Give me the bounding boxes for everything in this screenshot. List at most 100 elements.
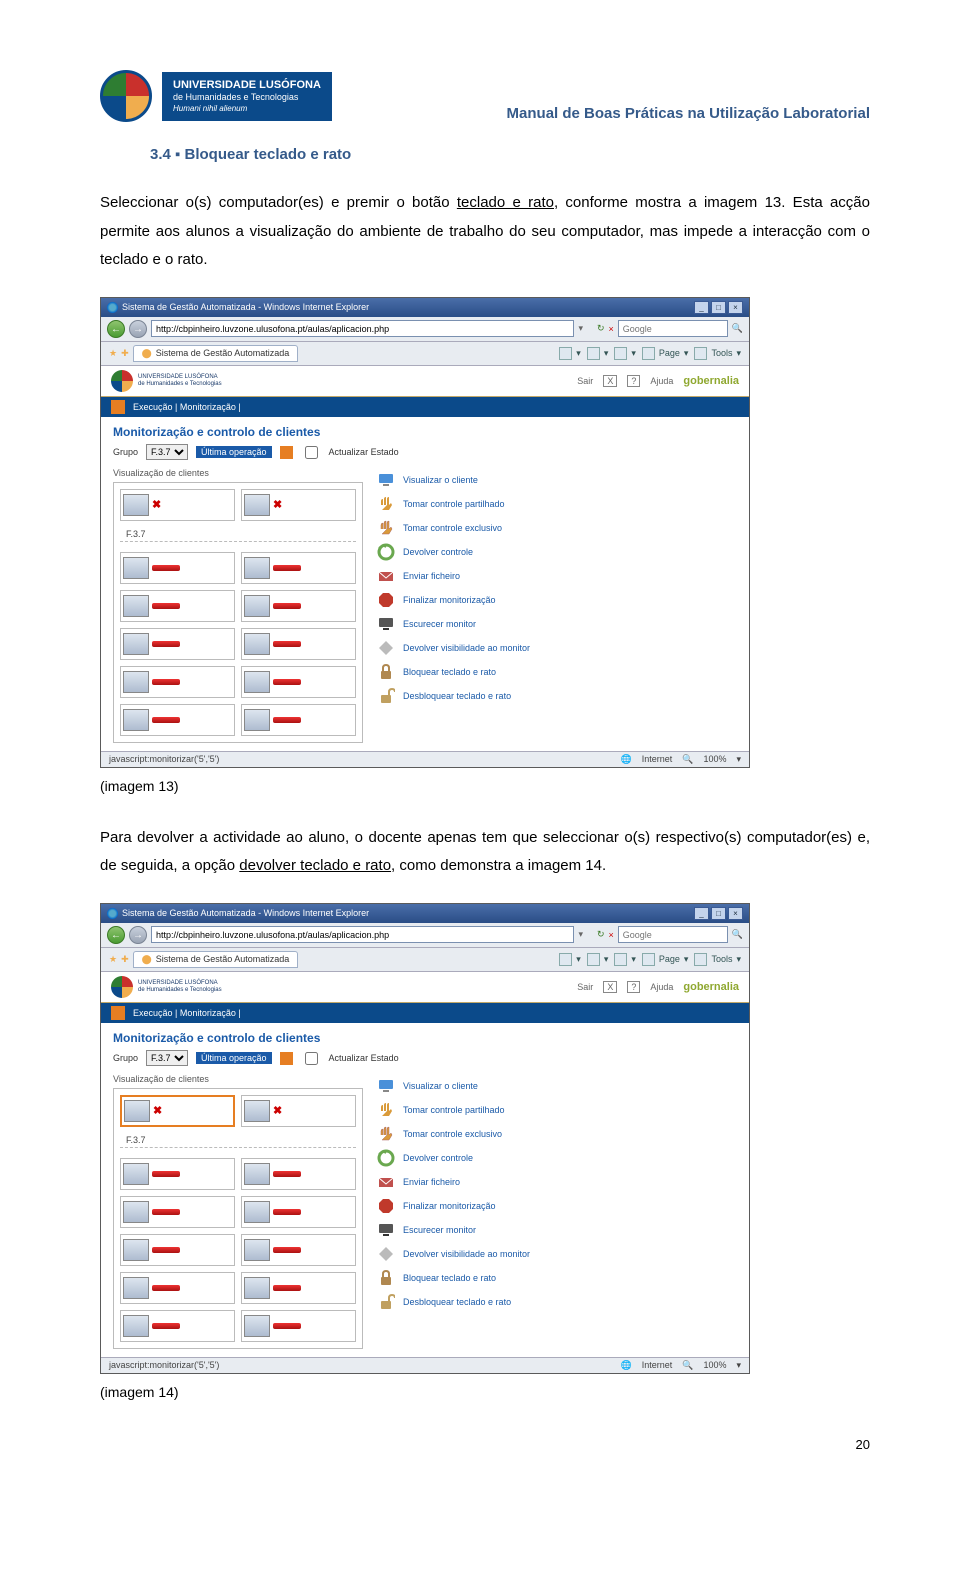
- action-tomar-controle-exclusivo[interactable]: Tomar controle exclusivo: [377, 1122, 737, 1146]
- action-visualizar-o-cliente[interactable]: Visualizar o cliente: [377, 468, 737, 492]
- tools-menu[interactable]: Tools: [711, 348, 732, 358]
- action-desbloquear-teclado-e-rato[interactable]: Desbloquear teclado e rato: [377, 1290, 737, 1314]
- client-thumb[interactable]: [241, 1158, 356, 1190]
- close-button[interactable]: ×: [728, 301, 743, 314]
- client-thumb[interactable]: [241, 1234, 356, 1266]
- client-thumb[interactable]: [120, 552, 235, 584]
- client-thumb[interactable]: [241, 1196, 356, 1228]
- action-finalizar-monitoriza-o[interactable]: Finalizar monitorização: [377, 588, 737, 612]
- status-zoom-icon[interactable]: 🔍: [682, 1360, 693, 1371]
- status-zoom-icon[interactable]: 🔍: [682, 754, 693, 765]
- help-icon[interactable]: ?: [627, 981, 640, 993]
- forward-button[interactable]: →: [129, 926, 147, 944]
- sair-link[interactable]: Sair: [577, 376, 593, 386]
- client-thumb[interactable]: [241, 1272, 356, 1304]
- feed-icon[interactable]: [587, 347, 600, 360]
- add-favorite-icon[interactable]: ✚: [121, 954, 129, 965]
- crumb-icon[interactable]: [111, 1006, 125, 1020]
- action-escurecer-monitor[interactable]: Escurecer monitor: [377, 1218, 737, 1242]
- page-icon[interactable]: [642, 953, 655, 966]
- search-input[interactable]: [618, 320, 728, 337]
- minimize-button[interactable]: _: [694, 907, 709, 920]
- client-thumb[interactable]: [120, 666, 235, 698]
- client-thumb[interactable]: [120, 590, 235, 622]
- action-devolver-controle[interactable]: Devolver controle: [377, 540, 737, 564]
- maximize-button[interactable]: □: [711, 907, 726, 920]
- browser-tab[interactable]: ⬤ Sistema de Gestão Automatizada: [133, 951, 299, 968]
- client-thumb[interactable]: [241, 628, 356, 660]
- client-thumb[interactable]: [120, 1158, 235, 1190]
- url-input[interactable]: [151, 926, 574, 943]
- actualizar-checkbox[interactable]: [305, 1052, 318, 1065]
- search-icon[interactable]: 🔍: [732, 323, 743, 334]
- action-finalizar-monitoriza-o[interactable]: Finalizar monitorização: [377, 1194, 737, 1218]
- tools-icon[interactable]: [694, 953, 707, 966]
- back-button[interactable]: ←: [107, 320, 125, 338]
- url-input[interactable]: [151, 320, 574, 337]
- page-menu[interactable]: Page: [659, 348, 680, 358]
- action-enviar-ficheiro[interactable]: Enviar ficheiro: [377, 1170, 737, 1194]
- home-icon[interactable]: [559, 347, 572, 360]
- add-favorite-icon[interactable]: ✚: [121, 348, 129, 359]
- forward-button[interactable]: →: [129, 320, 147, 338]
- browser-tab[interactable]: ⬤ Sistema de Gestão Automatizada: [133, 345, 299, 362]
- client-thumb[interactable]: [120, 1196, 235, 1228]
- page-icon[interactable]: [642, 347, 655, 360]
- close-button[interactable]: ×: [728, 907, 743, 920]
- client-thumb[interactable]: ✖: [241, 489, 356, 521]
- action-desbloquear-teclado-e-rato[interactable]: Desbloquear teclado e rato: [377, 684, 737, 708]
- action-devolver-visibilidade-ao-monitor[interactable]: Devolver visibilidade ao monitor: [377, 1242, 737, 1266]
- ajuda-link[interactable]: Ajuda: [650, 376, 673, 386]
- tools-icon[interactable]: [694, 347, 707, 360]
- ajuda-link[interactable]: Ajuda: [650, 982, 673, 992]
- favorites-icon[interactable]: ★: [109, 348, 117, 359]
- action-devolver-visibilidade-ao-monitor[interactable]: Devolver visibilidade ao monitor: [377, 636, 737, 660]
- client-thumb[interactable]: ✖: [120, 1095, 235, 1127]
- client-thumb[interactable]: [120, 628, 235, 660]
- client-thumb[interactable]: [120, 704, 235, 736]
- action-bloquear-teclado-e-rato[interactable]: Bloquear teclado e rato: [377, 660, 737, 684]
- print-icon[interactable]: [614, 953, 627, 966]
- client-thumb[interactable]: [120, 1272, 235, 1304]
- help-icon[interactable]: ?: [627, 375, 640, 387]
- client-thumb[interactable]: [241, 666, 356, 698]
- search-input[interactable]: [618, 926, 728, 943]
- refresh-icon[interactable]: [280, 446, 293, 459]
- close-x-icon[interactable]: X: [603, 981, 617, 993]
- action-escurecer-monitor[interactable]: Escurecer monitor: [377, 612, 737, 636]
- action-tomar-controle-partilhado[interactable]: Tomar controle partilhado: [377, 1098, 737, 1122]
- ultima-operacao[interactable]: Última operação: [196, 1052, 272, 1064]
- grupo-select[interactable]: F.3.7: [146, 1050, 188, 1066]
- ultima-operacao[interactable]: Última operação: [196, 446, 272, 458]
- sair-link[interactable]: Sair: [577, 982, 593, 992]
- search-icon[interactable]: 🔍: [732, 929, 743, 940]
- refresh-icon[interactable]: [280, 1052, 293, 1065]
- back-button[interactable]: ←: [107, 926, 125, 944]
- feed-icon[interactable]: [587, 953, 600, 966]
- action-devolver-controle[interactable]: Devolver controle: [377, 1146, 737, 1170]
- action-tomar-controle-partilhado[interactable]: Tomar controle partilhado: [377, 492, 737, 516]
- tools-menu[interactable]: Tools: [711, 954, 732, 964]
- client-thumb[interactable]: [120, 1310, 235, 1342]
- favorites-icon[interactable]: ★: [109, 954, 117, 965]
- actualizar-checkbox[interactable]: [305, 446, 318, 459]
- grupo-select[interactable]: F.3.7: [146, 444, 188, 460]
- print-icon[interactable]: [614, 347, 627, 360]
- maximize-button[interactable]: □: [711, 301, 726, 314]
- client-thumb[interactable]: ✖: [120, 489, 235, 521]
- action-tomar-controle-exclusivo[interactable]: Tomar controle exclusivo: [377, 516, 737, 540]
- close-x-icon[interactable]: X: [603, 375, 617, 387]
- client-thumb[interactable]: [241, 552, 356, 584]
- action-visualizar-o-cliente[interactable]: Visualizar o cliente: [377, 1074, 737, 1098]
- action-enviar-ficheiro[interactable]: Enviar ficheiro: [377, 564, 737, 588]
- crumb-icon[interactable]: [111, 400, 125, 414]
- action-bloquear-teclado-e-rato[interactable]: Bloquear teclado e rato: [377, 1266, 737, 1290]
- client-thumb[interactable]: [120, 1234, 235, 1266]
- page-menu[interactable]: Page: [659, 954, 680, 964]
- client-thumb[interactable]: [241, 590, 356, 622]
- client-thumb[interactable]: [241, 1310, 356, 1342]
- minimize-button[interactable]: _: [694, 301, 709, 314]
- client-thumb[interactable]: ✖: [241, 1095, 356, 1127]
- client-thumb[interactable]: [241, 704, 356, 736]
- home-icon[interactable]: [559, 953, 572, 966]
